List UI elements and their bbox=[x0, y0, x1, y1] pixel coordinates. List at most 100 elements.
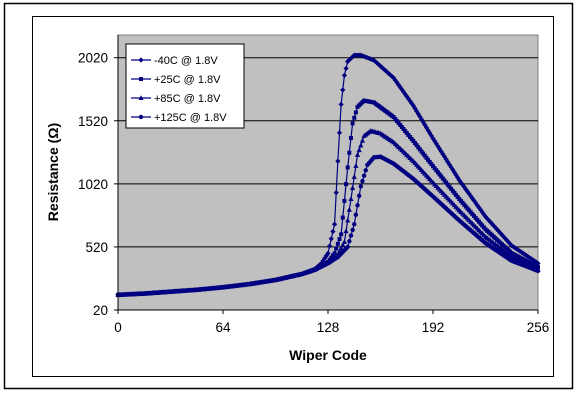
data-point bbox=[330, 228, 336, 235]
data-point bbox=[352, 115, 357, 120]
data-point bbox=[347, 239, 352, 244]
data-point bbox=[445, 182, 450, 187]
x-tick-label: 64 bbox=[215, 320, 231, 335]
data-point bbox=[334, 246, 339, 251]
data-point bbox=[355, 203, 360, 208]
legend-marker bbox=[139, 77, 143, 81]
data-point bbox=[533, 259, 539, 265]
data-point bbox=[345, 244, 350, 250]
x-tick-label: 256 bbox=[527, 320, 550, 335]
data-point bbox=[437, 172, 442, 177]
data-point bbox=[338, 101, 344, 107]
x-tick-label: 192 bbox=[422, 320, 445, 335]
data-point bbox=[421, 151, 426, 156]
legend-marker bbox=[138, 114, 144, 120]
data-point bbox=[416, 145, 421, 150]
legend-entry: +125C @ 1.8V bbox=[154, 112, 227, 124]
data-point bbox=[335, 158, 341, 164]
data-point bbox=[333, 190, 339, 196]
data-point bbox=[350, 227, 355, 233]
data-point bbox=[431, 164, 435, 169]
data-point bbox=[453, 192, 458, 197]
data-point bbox=[337, 237, 342, 242]
tick-labels: 20 520 1020 1520 2020 0 64 128 192 256 bbox=[78, 51, 549, 335]
data-point bbox=[352, 222, 357, 227]
legend-marker bbox=[138, 57, 144, 63]
data-point bbox=[351, 174, 357, 179]
data-point bbox=[411, 138, 416, 143]
data-point bbox=[350, 121, 355, 126]
data-point bbox=[336, 130, 343, 136]
data-point bbox=[343, 65, 349, 72]
data-point bbox=[341, 239, 348, 244]
data-point bbox=[348, 136, 353, 141]
data-point bbox=[414, 143, 419, 148]
series-layer bbox=[115, 52, 541, 298]
y-tick-label: 1520 bbox=[78, 114, 108, 129]
data-point bbox=[360, 178, 365, 184]
data-point bbox=[348, 196, 354, 201]
data-point bbox=[429, 162, 434, 167]
data-point bbox=[447, 184, 452, 189]
x-axis-title: Wiper Code bbox=[289, 347, 367, 363]
y-tick-label: 520 bbox=[85, 240, 108, 255]
data-point bbox=[359, 137, 366, 143]
y-tick-label: 20 bbox=[93, 303, 108, 318]
axes bbox=[114, 35, 539, 314]
x-tick-label: 128 bbox=[317, 320, 340, 335]
data-point bbox=[427, 159, 432, 164]
data-point bbox=[432, 166, 437, 171]
data-point bbox=[338, 245, 344, 251]
data-point bbox=[356, 147, 362, 153]
y-tick-label: 2020 bbox=[78, 51, 108, 66]
legend-entry: -40C @ 1.8V bbox=[154, 55, 218, 67]
data-point bbox=[327, 243, 333, 249]
data-point bbox=[340, 242, 346, 248]
data-point bbox=[339, 232, 344, 237]
data-point bbox=[348, 233, 354, 238]
legend: -40C @ 1.8V +25C @ 1.8V +85C @ 1.8V +125C @… bbox=[125, 43, 245, 129]
data-point bbox=[332, 251, 337, 256]
data-point bbox=[347, 150, 352, 155]
data-point bbox=[455, 194, 460, 199]
data-point bbox=[442, 178, 447, 183]
data-point bbox=[335, 241, 340, 246]
data-point bbox=[340, 87, 346, 93]
data-point bbox=[527, 255, 533, 261]
data-point bbox=[419, 149, 424, 154]
data-point bbox=[354, 152, 361, 157]
data-point bbox=[341, 72, 348, 78]
data-point bbox=[444, 180, 449, 185]
data-point bbox=[434, 168, 439, 173]
data-point bbox=[356, 193, 362, 199]
legend-entry: +85C @ 1.8V bbox=[154, 93, 221, 105]
data-point bbox=[328, 236, 334, 242]
data-point bbox=[330, 253, 335, 258]
data-point bbox=[343, 228, 349, 234]
data-point bbox=[350, 185, 356, 190]
data-point bbox=[422, 153, 427, 158]
data-point bbox=[344, 182, 349, 187]
data-point bbox=[361, 173, 367, 178]
data-point bbox=[435, 170, 440, 175]
data-point bbox=[439, 174, 444, 179]
series-4 bbox=[115, 154, 541, 298]
y-axis-title: Resistance (Ω) bbox=[45, 123, 61, 221]
data-point bbox=[535, 268, 541, 274]
data-point bbox=[346, 206, 352, 212]
data-point bbox=[353, 212, 359, 217]
y-tick-label: 1020 bbox=[78, 177, 108, 192]
data-point bbox=[440, 176, 445, 181]
data-point bbox=[342, 198, 347, 203]
data-point bbox=[353, 163, 359, 168]
x-tick-label: 0 bbox=[114, 320, 122, 335]
data-point bbox=[412, 141, 417, 146]
data-point bbox=[363, 168, 368, 173]
data-point bbox=[331, 221, 338, 227]
data-point bbox=[523, 252, 530, 259]
data-point bbox=[417, 147, 422, 152]
data-point bbox=[340, 215, 345, 220]
data-point bbox=[325, 250, 331, 256]
legend-marker bbox=[138, 95, 144, 100]
